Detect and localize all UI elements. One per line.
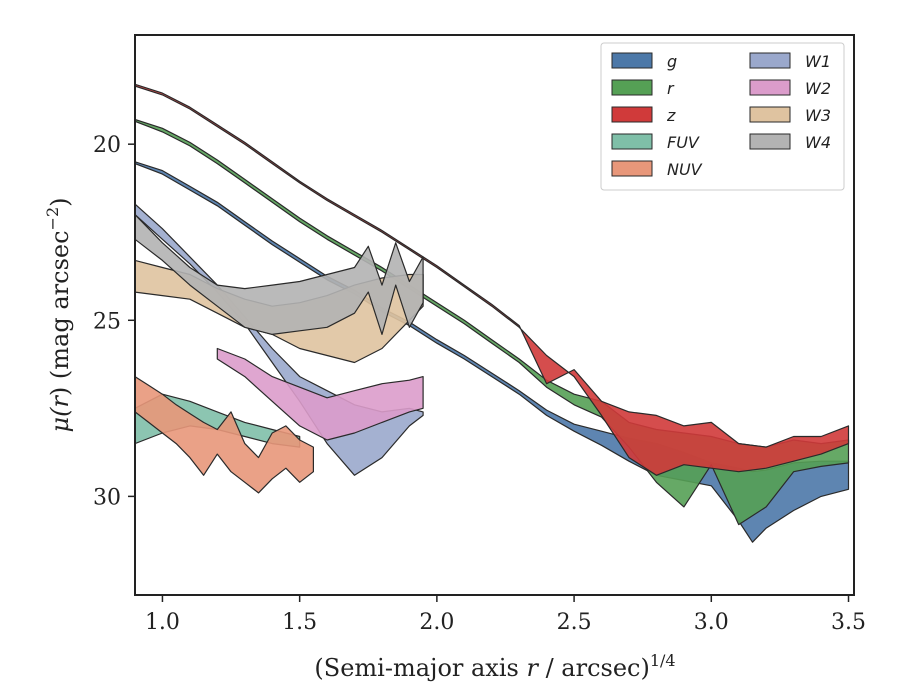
legend-swatch-w1 bbox=[749, 52, 791, 69]
x-tick-label: 2.0 bbox=[419, 610, 454, 635]
axis-ticks: 1.0 1.5 2.0 2.5 3.0 3.5 20 25 30 bbox=[93, 133, 866, 635]
plot-frame bbox=[134, 34, 855, 596]
legend-swatch-w4 bbox=[749, 133, 791, 150]
x-tick-label: 3.5 bbox=[831, 610, 866, 635]
legend-label-g: g bbox=[667, 52, 677, 71]
legend-label-w3: W3 bbox=[805, 106, 831, 125]
x-tick-label: 3.0 bbox=[694, 610, 729, 635]
legend-label-w2: W2 bbox=[805, 79, 831, 98]
legend-label-nuv: NUV bbox=[667, 160, 703, 179]
legend-swatch-fuv bbox=[611, 133, 653, 150]
legend-label-z: z bbox=[666, 106, 676, 125]
legend-swatch-r bbox=[611, 79, 653, 96]
legend-label-fuv: FUV bbox=[667, 133, 700, 152]
series-band-nuv bbox=[135, 376, 314, 494]
legend-swatch-w2 bbox=[749, 79, 791, 96]
plot-area bbox=[135, 83, 850, 543]
x-axis-title: (Semi-major axis r / arcsec)1/4 bbox=[314, 651, 675, 682]
y-axis-title: μ(r) (mag arcsec−2) bbox=[43, 197, 74, 432]
legend-label-r: r bbox=[667, 79, 675, 98]
legend-swatch-g bbox=[611, 52, 653, 69]
legend-label-w4: W4 bbox=[805, 133, 831, 152]
legend-swatch-z bbox=[611, 106, 653, 123]
series-band-w2 bbox=[216, 347, 424, 441]
x-tick-label: 1.5 bbox=[282, 610, 317, 635]
legend-swatch-nuv bbox=[611, 160, 653, 177]
y-tick-label: 30 bbox=[93, 485, 121, 510]
y-tick-label: 20 bbox=[93, 133, 121, 158]
legend-label-w1: W1 bbox=[805, 52, 831, 71]
series-band-r bbox=[135, 118, 850, 526]
series-band-w4 bbox=[135, 214, 424, 335]
x-tick-label: 2.5 bbox=[557, 610, 592, 635]
series-band-z bbox=[135, 83, 850, 476]
x-tick-label: 1.0 bbox=[145, 610, 180, 635]
legend-swatch-w3 bbox=[749, 106, 791, 123]
y-tick-label: 25 bbox=[93, 309, 121, 334]
legend: grz FUV NUV W1 W2 W3 W4 bbox=[600, 42, 845, 191]
